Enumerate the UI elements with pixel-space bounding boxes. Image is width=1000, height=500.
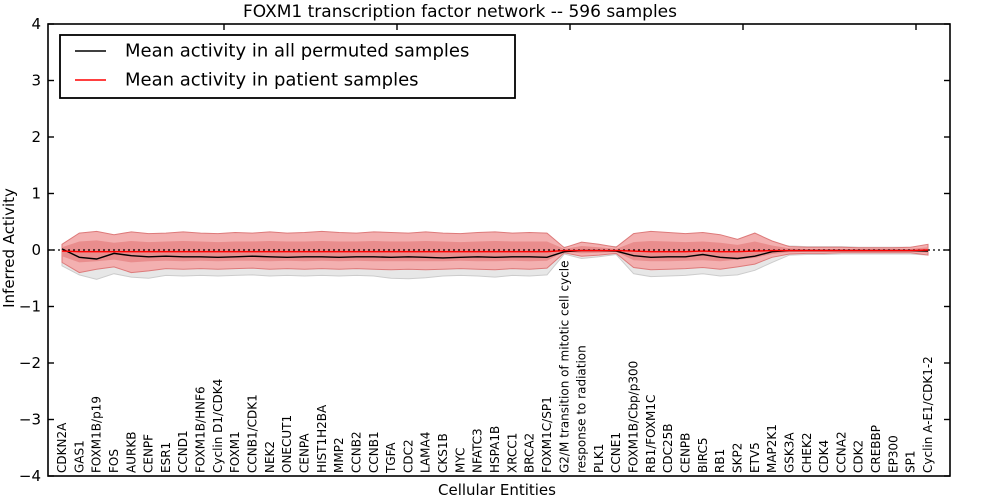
y-tick-label: −3: [19, 411, 41, 429]
y-axis-label: Inferred Activity: [0, 188, 18, 308]
x-tick-label: FOXM1B/Cbp/p300: [627, 361, 641, 473]
y-tick-label: 1: [31, 185, 41, 203]
x-tick-label: FOXM1B/HNF6: [194, 386, 208, 473]
x-tick-label: EP300: [886, 435, 900, 473]
x-tick-label: FOS: [107, 449, 121, 473]
legend-label-patient: Mean activity in patient samples: [125, 70, 419, 91]
x-axis-label: Cellular Entities: [438, 481, 556, 499]
x-tick-label: PLK1: [592, 444, 606, 473]
x-tick-label: HIST1H2BA: [315, 404, 329, 473]
x-tick-label: GAS1: [72, 440, 86, 473]
x-tick-labels-layer: CDKN2A GAS1 FOXM1B/p19 FOS AURKB CENPF ESR1 CCN…: [55, 260, 935, 474]
chart-title: FOXM1 transcription factor network -- 59…: [243, 2, 677, 22]
x-tick-label: CENPF: [142, 434, 156, 473]
x-tick-label: CDKN2A: [55, 422, 69, 473]
y-tick-label: −2: [19, 354, 41, 372]
patient-mean-line: [61, 249, 929, 253]
x-tick-label: Cyclin D1/CDK4: [211, 379, 225, 473]
axis-ticks-layer: 4 3 2 1 0 −1 −2 −3 −4: [19, 15, 950, 485]
x-tick-label: response to radiation: [575, 345, 589, 473]
x-tick-label: NEK2: [263, 441, 277, 473]
x-tick-label: MAP2K1: [765, 424, 779, 473]
y-tick-label: 4: [31, 15, 41, 33]
x-tick-label: CDC25B: [661, 424, 675, 474]
x-tick-label: XRCC1: [505, 433, 519, 473]
x-tick-label: BRCA2: [523, 433, 537, 473]
legend: Mean activity in all permuted samples Me…: [59, 34, 516, 99]
x-tick-label: CCND1: [176, 430, 190, 473]
legend-label-permuted: Mean activity in all permuted samples: [125, 41, 469, 62]
x-tick-label: MYC: [453, 448, 467, 473]
x-tick-label: CHEK2: [800, 433, 814, 474]
x-tick-label: CCNB2: [349, 431, 363, 473]
x-tick-label: CREBBP: [869, 425, 883, 473]
x-tick-label: RB1: [713, 449, 727, 473]
y-tick-label: 2: [31, 128, 41, 146]
x-tick-label: CCNE1: [609, 432, 623, 473]
x-tick-label: Cyclin A-E1/CDK1-2: [921, 356, 935, 473]
plot-border: [47, 23, 951, 477]
x-tick-label: G2/M transition of mitotic cell cycle: [557, 260, 571, 473]
legend-box: [59, 34, 516, 99]
x-tick-label: FOXM1C/SP1: [540, 396, 554, 473]
x-tick-label: HSPA1B: [488, 426, 502, 473]
x-tick-label: ONECUT1: [280, 415, 294, 473]
x-tick-label: ESR1: [159, 442, 173, 473]
x-tick-label: CDK4: [817, 440, 831, 473]
x-tick-label: LAMA4: [419, 432, 433, 473]
x-tick-label: CENPB: [679, 433, 693, 473]
x-tick-label: CKS1B: [436, 433, 450, 473]
x-tick-label: CDC2: [401, 439, 415, 473]
x-tick-label: CCNB1/CDK1: [246, 394, 260, 473]
x-tick-label: ETV5: [748, 442, 762, 473]
x-tick-label: SKP2: [731, 443, 745, 473]
y-tick-label: −1: [19, 298, 41, 316]
x-tick-label: TGFA: [384, 442, 398, 474]
lines-layer: [48, 248, 950, 260]
y-tick-label: −4: [19, 467, 41, 485]
x-tick-label: CCNA2: [834, 431, 848, 473]
y-tick-label: 3: [31, 72, 41, 90]
x-tick-label: RB1/FOXM1C: [644, 395, 658, 473]
x-tick-label: BIRC5: [696, 437, 710, 473]
x-tick-label: MMP2: [332, 437, 346, 473]
x-tick-label: CDK2: [852, 440, 866, 473]
x-tick-label: CCNB1: [367, 431, 381, 473]
x-tick-label: SP1: [904, 451, 918, 474]
x-tick-label: AURKB: [124, 432, 138, 473]
x-tick-label: NFATC3: [471, 428, 485, 473]
x-tick-label: GSK3A: [782, 432, 796, 473]
x-tick-label: FOXM1B/p19: [90, 396, 104, 473]
y-tick-label: 0: [31, 241, 41, 259]
x-tick-label: FOXM1: [228, 431, 242, 473]
x-tick-label: CENPA: [298, 433, 312, 473]
